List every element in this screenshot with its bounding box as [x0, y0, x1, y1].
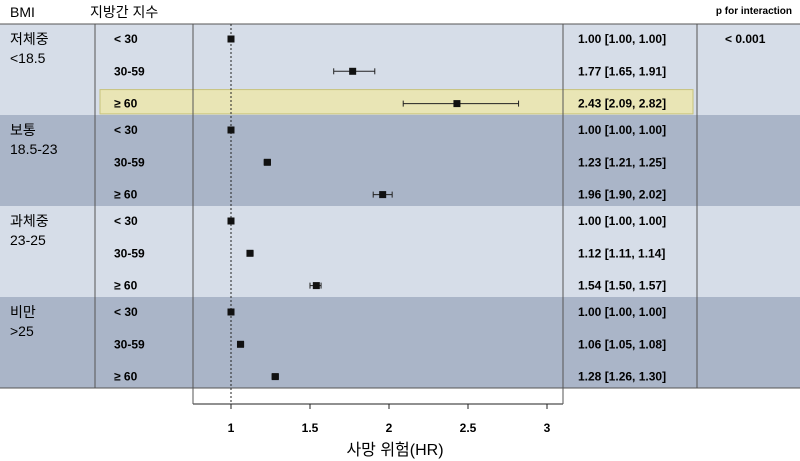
header-p-interaction: p for interaction	[716, 6, 792, 17]
header-fatty-liver-index: 지방간 지수	[90, 4, 158, 20]
x-tick-label: 1	[228, 421, 235, 435]
group-label-name: 비만	[10, 304, 36, 320]
fatty-liver-level-label: ≥ 60	[114, 279, 138, 293]
x-tick-label: 1.5	[302, 421, 319, 435]
p-interaction-value: < 0.001	[725, 32, 766, 46]
hr-ci-value: 1.28 [1.26, 1.30]	[578, 370, 666, 384]
hr-ci-value: 1.96 [1.90, 2.02]	[578, 188, 666, 202]
fatty-liver-level-label: ≥ 60	[114, 370, 138, 384]
header-bmi: BMI	[10, 4, 35, 20]
hr-point	[312, 282, 320, 290]
group-label-range: <18.5	[10, 50, 46, 66]
hr-ci-value: 1.54 [1.50, 1.57]	[578, 279, 666, 293]
hr-ci-value: 1.00 [1.00, 1.00]	[578, 305, 666, 319]
group-label-name: 과체중	[10, 213, 49, 229]
hr-point	[453, 100, 461, 108]
hr-ci-value: 1.00 [1.00, 1.00]	[578, 123, 666, 137]
hr-point	[379, 191, 387, 199]
fatty-liver-level-label: 30-59	[114, 246, 145, 260]
x-tick-label: 2	[386, 421, 393, 435]
hr-ci-value: 1.77 [1.65, 1.91]	[578, 64, 666, 78]
fatty-liver-level-label: ≥ 60	[114, 97, 138, 111]
hr-point	[227, 35, 235, 43]
group-label-name: 보통	[10, 122, 36, 138]
group-label-range: 18.5-23	[10, 141, 58, 157]
hr-ci-value: 1.00 [1.00, 1.00]	[578, 214, 666, 228]
hr-point	[227, 217, 235, 225]
hr-ci-value: 1.12 [1.11, 1.14]	[578, 246, 665, 260]
group-label-range: >25	[10, 323, 34, 339]
fatty-liver-level-label: < 30	[114, 123, 138, 137]
fatty-liver-level-label: < 30	[114, 32, 138, 46]
fatty-liver-level-label: 30-59	[114, 64, 145, 78]
group-label-name: 저체중	[10, 31, 49, 47]
hr-point	[349, 67, 357, 75]
fatty-liver-level-label: ≥ 60	[114, 188, 138, 202]
fatty-liver-level-label: 30-59	[114, 155, 145, 169]
hr-point	[227, 308, 235, 316]
hr-ci-value: 1.23 [1.21, 1.25]	[578, 155, 666, 169]
fatty-liver-level-label: < 30	[114, 214, 138, 228]
x-tick-label: 3	[544, 421, 551, 435]
fatty-liver-level-label: < 30	[114, 305, 138, 319]
hr-ci-value: 1.06 [1.05, 1.08]	[578, 337, 666, 351]
hr-point	[236, 340, 244, 348]
hr-ci-value: 1.00 [1.00, 1.00]	[578, 32, 666, 46]
hr-point	[271, 373, 279, 381]
group-label-range: 23-25	[10, 232, 46, 248]
x-tick-label: 2.5	[460, 421, 477, 435]
hr-ci-value: 2.43 [2.09, 2.82]	[578, 97, 666, 111]
hr-point	[246, 249, 254, 257]
hr-point	[227, 126, 235, 134]
hr-point	[263, 158, 271, 166]
group-band	[0, 206, 800, 297]
fatty-liver-level-label: 30-59	[114, 337, 145, 351]
highlighted-row	[99, 89, 694, 115]
group-band	[0, 297, 800, 388]
x-axis-label: 사망 위험(HR)	[346, 441, 443, 459]
group-band	[0, 115, 800, 206]
